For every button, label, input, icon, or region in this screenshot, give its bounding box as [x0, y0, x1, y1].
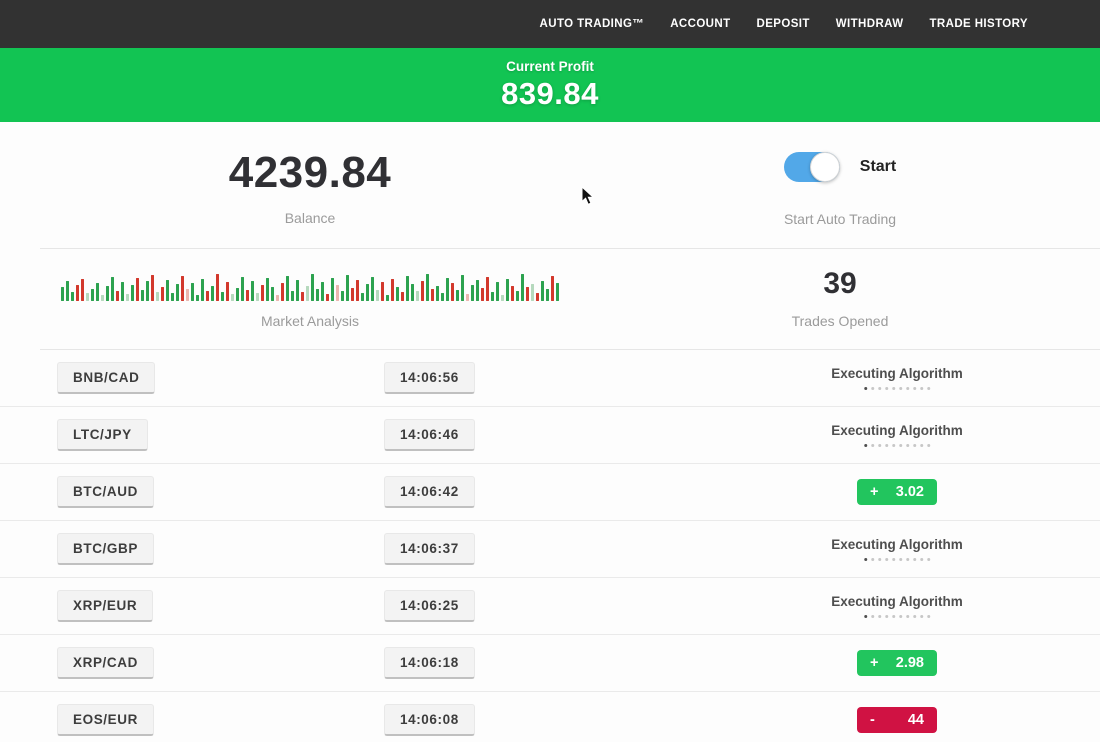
pair-badge: BTC/GBP: [57, 533, 154, 565]
progress-dots-icon: [831, 558, 963, 561]
trades-opened-label: Trades Opened: [791, 313, 889, 329]
divider: [40, 248, 1100, 249]
balance-value: 4239.84: [228, 148, 392, 197]
market-analysis-label: Market Analysis: [260, 313, 360, 329]
market-section: Market Analysis 39 Trades Opened: [0, 249, 1100, 349]
executing-status: Executing Algorithm: [831, 423, 963, 447]
executing-label: Executing Algorithm: [831, 537, 963, 552]
nav-withdraw[interactable]: WITHDRAW: [835, 18, 904, 30]
time-badge: 14:06:25: [384, 590, 475, 622]
market-analysis-block: Market Analysis: [0, 249, 620, 349]
progress-dots-icon: [831, 615, 963, 618]
progress-dots-icon: [831, 387, 963, 390]
pair-badge: XRP/CAD: [57, 647, 154, 679]
toggle-knob-icon: [809, 152, 840, 182]
result-badge: + 3.02: [857, 479, 937, 505]
trade-row: XRP/EUR 14:06:25 Executing Algorithm: [0, 578, 1100, 635]
top-navbar: AUTO TRADING™ ACCOUNT DEPOSIT WITHDRAW T…: [0, 0, 1100, 48]
status-cell: Executing Algorithm: [831, 537, 963, 561]
auto-trading-toggle[interactable]: [783, 152, 840, 182]
nav-account[interactable]: ACCOUNT: [670, 18, 731, 30]
result-value: 2.98: [895, 655, 924, 671]
time-badge: 14:06:56: [384, 362, 475, 394]
trade-row: BTC/AUD 14:06:42 + 3.02: [0, 464, 1100, 521]
pair-badge: LTC/JPY: [57, 419, 148, 451]
trade-row: EOS/EUR 14:06:08 - 44: [0, 692, 1100, 742]
current-profit-label: Current Profit: [506, 58, 594, 74]
time-badge: 14:06:08: [384, 704, 475, 736]
toggle-label: Start: [859, 158, 897, 175]
result-value: 3.02: [895, 484, 924, 500]
status-cell: Executing Algorithm: [831, 366, 963, 390]
pair-badge: BNB/CAD: [57, 362, 156, 394]
status-cell: + 2.98: [857, 650, 937, 676]
executing-label: Executing Algorithm: [831, 366, 963, 381]
trade-row: LTC/JPY 14:06:46 Executing Algorithm: [0, 407, 1100, 464]
trade-row: BNB/CAD 14:06:56 Executing Algorithm: [0, 350, 1100, 407]
result-sign: -: [870, 712, 875, 728]
trades-opened-block: 39 Trades Opened: [620, 249, 1100, 349]
executing-status: Executing Algorithm: [831, 594, 963, 618]
current-profit-banner: Current Profit 839.84: [0, 48, 1100, 122]
status-cell: Executing Algorithm: [831, 423, 963, 447]
time-badge: 14:06:18: [384, 647, 475, 679]
account-section: 4239.84 Balance Start Start Auto Trading: [0, 122, 1100, 248]
pair-badge: BTC/AUD: [57, 476, 154, 508]
trade-row: XRP/CAD 14:06:18 + 2.98: [0, 635, 1100, 692]
status-cell: - 44: [857, 707, 937, 733]
progress-dots-icon: [831, 444, 963, 447]
status-cell: Executing Algorithm: [831, 594, 963, 618]
executing-status: Executing Algorithm: [831, 537, 963, 561]
pair-badge: XRP/EUR: [57, 590, 154, 622]
divider: [40, 349, 1100, 350]
balance-block: 4239.84 Balance: [0, 122, 620, 248]
time-badge: 14:06:42: [384, 476, 475, 508]
time-badge: 14:06:46: [384, 419, 475, 451]
result-badge: - 44: [857, 707, 937, 733]
executing-label: Executing Algorithm: [831, 594, 963, 609]
current-profit-value: 839.84: [501, 75, 599, 111]
balance-label: Balance: [284, 210, 336, 226]
nav-trade-history[interactable]: TRADE HISTORY: [929, 18, 1028, 30]
market-analysis-chart: [28, 271, 592, 301]
result-sign: +: [870, 655, 879, 671]
trades-opened-value: 39: [823, 267, 857, 300]
toggle-caption: Start Auto Trading: [783, 211, 897, 227]
trade-row: BTC/GBP 14:06:37 Executing Algorithm: [0, 521, 1100, 578]
executing-status: Executing Algorithm: [831, 366, 963, 390]
result-badge: + 2.98: [857, 650, 937, 676]
pair-badge: EOS/EUR: [57, 704, 154, 736]
auto-trading-toggle-block: Start Start Auto Trading: [620, 122, 1100, 248]
result-sign: +: [870, 484, 879, 500]
status-cell: + 3.02: [857, 479, 937, 505]
nav-deposit[interactable]: DEPOSIT: [756, 18, 810, 30]
result-value: 44: [907, 712, 924, 728]
executing-label: Executing Algorithm: [831, 423, 963, 438]
trades-list: BNB/CAD 14:06:56 Executing Algorithm LTC…: [0, 350, 1100, 742]
time-badge: 14:06:37: [384, 533, 475, 565]
nav-auto-trading[interactable]: AUTO TRADING™: [539, 18, 645, 30]
